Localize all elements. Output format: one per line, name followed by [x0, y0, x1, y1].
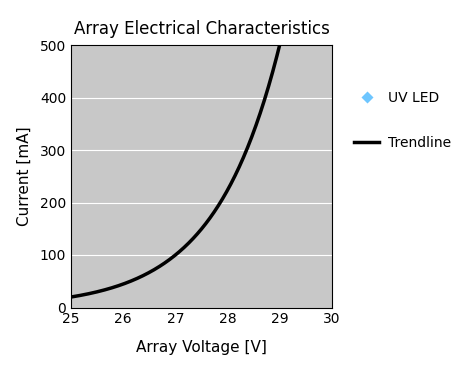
X-axis label: Array Voltage [V]: Array Voltage [V]: [136, 340, 267, 355]
Legend: UV LED, Trendline: UV LED, Trendline: [355, 92, 451, 150]
Title: Array Electrical Characteristics: Array Electrical Characteristics: [73, 20, 329, 38]
Y-axis label: Current [mA]: Current [mA]: [17, 126, 32, 226]
